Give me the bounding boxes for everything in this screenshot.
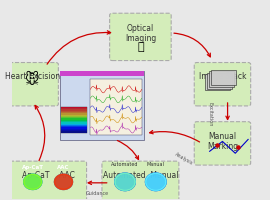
Polygon shape [115,173,135,191]
FancyBboxPatch shape [61,111,87,112]
Polygon shape [146,173,166,191]
Polygon shape [55,174,72,189]
Text: Optical
Imaging: Optical Imaging [125,24,156,43]
FancyBboxPatch shape [61,113,87,115]
FancyBboxPatch shape [211,70,236,85]
Text: Automated  Manual: Automated Manual [103,171,178,180]
Polygon shape [115,173,135,191]
FancyBboxPatch shape [61,116,87,117]
Polygon shape [55,174,72,189]
FancyBboxPatch shape [194,63,251,106]
Text: Manual: Manual [147,162,165,167]
Polygon shape [24,174,42,189]
Polygon shape [24,174,42,189]
FancyBboxPatch shape [90,79,142,135]
Polygon shape [55,174,72,189]
Point [215,144,220,147]
FancyBboxPatch shape [61,131,87,133]
Text: Manual
Marking: Manual Marking [207,132,238,151]
Text: Ap-CaT: Ap-CaT [22,165,44,170]
FancyBboxPatch shape [207,73,232,89]
FancyBboxPatch shape [61,130,87,131]
Text: Automated: Automated [111,162,139,167]
FancyBboxPatch shape [194,122,251,165]
FancyBboxPatch shape [61,107,87,133]
Polygon shape [146,173,166,191]
Text: AAC: AAC [57,165,70,170]
Point [236,146,240,149]
Text: Image Stack: Image Stack [199,72,246,81]
Polygon shape [115,173,135,191]
FancyBboxPatch shape [61,125,87,126]
Polygon shape [146,173,166,191]
Polygon shape [55,174,72,189]
FancyBboxPatch shape [60,71,144,76]
FancyBboxPatch shape [61,108,87,109]
FancyBboxPatch shape [61,126,87,127]
FancyBboxPatch shape [61,117,87,118]
Text: Heart Excision: Heart Excision [5,72,60,81]
FancyBboxPatch shape [60,71,144,140]
FancyBboxPatch shape [102,161,179,200]
FancyBboxPatch shape [61,120,87,121]
FancyBboxPatch shape [10,161,87,200]
FancyBboxPatch shape [209,71,234,87]
FancyBboxPatch shape [110,13,171,61]
Polygon shape [146,173,166,191]
FancyBboxPatch shape [61,124,87,125]
Polygon shape [24,174,42,189]
FancyBboxPatch shape [61,107,87,108]
FancyBboxPatch shape [61,115,87,116]
Polygon shape [115,173,135,191]
Polygon shape [146,173,166,191]
Text: 🐭: 🐭 [25,73,40,87]
Polygon shape [24,174,42,189]
FancyBboxPatch shape [204,74,230,90]
FancyBboxPatch shape [61,127,87,129]
Text: Excitation: Excitation [207,102,212,126]
Text: 🔬: 🔬 [137,42,144,52]
FancyBboxPatch shape [61,129,87,130]
Polygon shape [115,173,135,191]
FancyBboxPatch shape [61,122,87,124]
Text: Ap-CaT    AAC: Ap-CaT AAC [22,171,75,180]
FancyBboxPatch shape [61,121,87,122]
FancyBboxPatch shape [61,109,87,111]
FancyBboxPatch shape [61,112,87,113]
Text: Analysis: Analysis [174,152,194,166]
FancyBboxPatch shape [7,63,58,106]
Text: Guidance: Guidance [85,191,108,196]
FancyBboxPatch shape [61,118,87,120]
